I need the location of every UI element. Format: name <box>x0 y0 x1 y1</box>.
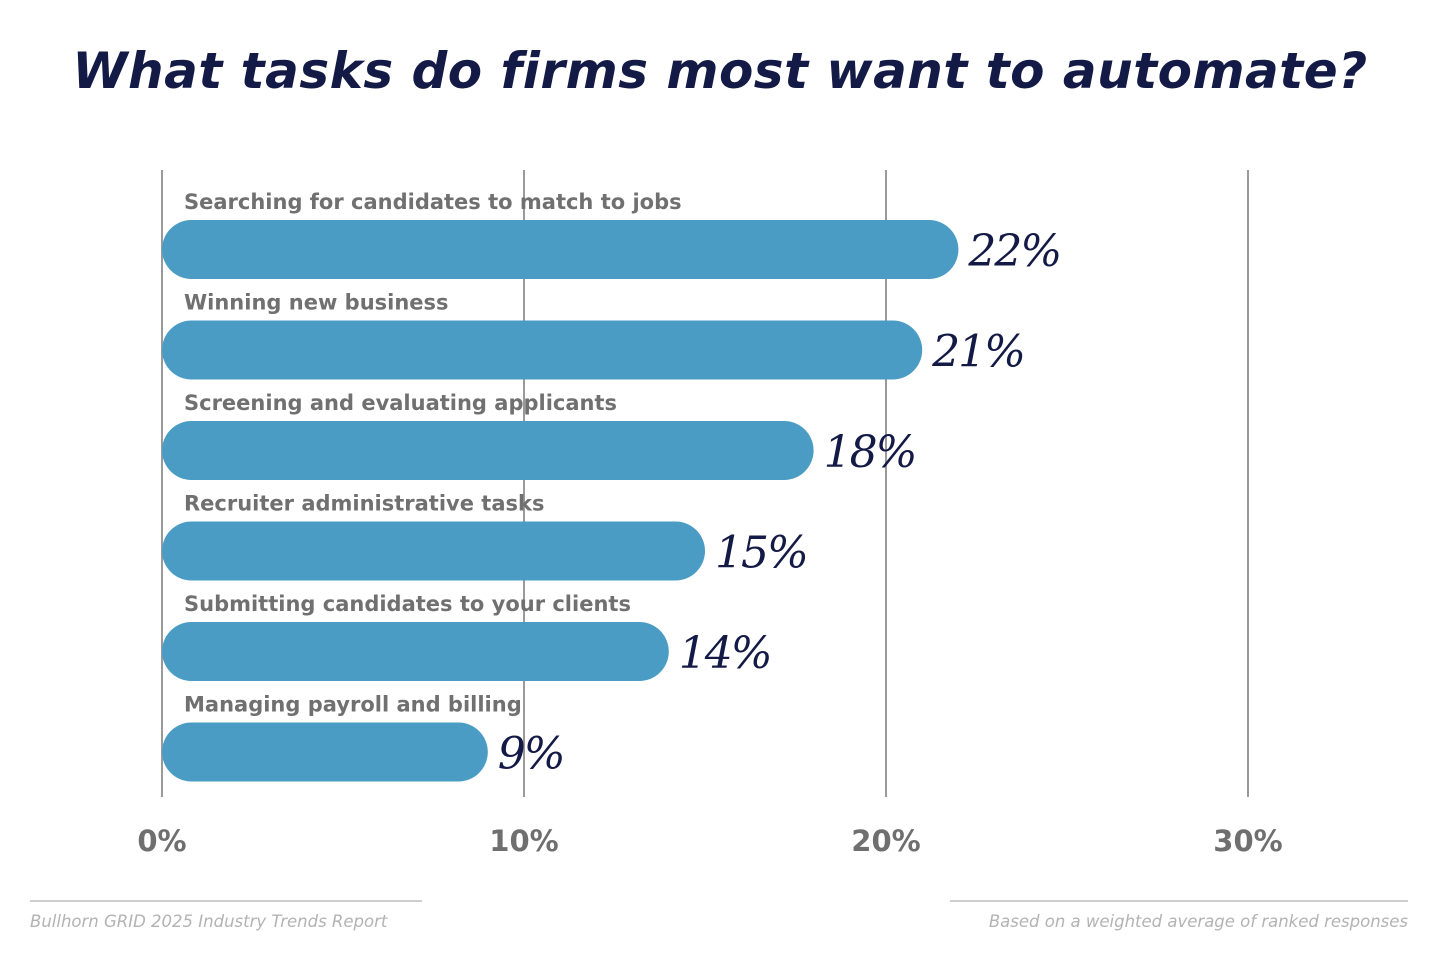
bar <box>162 220 959 279</box>
method-note: Based on a weighted average of ranked re… <box>950 900 1408 931</box>
bar <box>162 722 488 782</box>
category-label: Winning new business <box>184 291 449 315</box>
category-label: Submitting candidates to your clients <box>184 592 631 616</box>
x-tick-label: 20% <box>851 824 920 858</box>
x-tick-label: 30% <box>1213 824 1282 858</box>
bar <box>162 521 705 581</box>
bar <box>162 622 669 681</box>
x-tick-label: 10% <box>489 824 558 858</box>
value-label: 15% <box>715 528 807 579</box>
category-label: Searching for candidates to match to job… <box>184 190 682 214</box>
x-tick-label: 0% <box>137 824 186 858</box>
value-label: 22% <box>967 226 1060 277</box>
bar <box>162 320 923 380</box>
bar-chart: Searching for candidates to match to job… <box>137 170 1283 858</box>
x-axis-ticks: 0% 10% 20% 30% <box>137 824 1282 858</box>
labels: Searching for candidates to match to job… <box>184 190 1062 780</box>
source-note: Bullhorn GRID 2025 Industry Trends Repor… <box>30 900 422 931</box>
value-label: 21% <box>931 327 1024 378</box>
category-label: Managing payroll and billing <box>184 693 522 717</box>
bar <box>162 421 814 480</box>
value-label: 14% <box>679 628 771 679</box>
bars <box>162 220 959 782</box>
category-label: Screening and evaluating applicants <box>184 391 617 415</box>
value-label: 18% <box>824 427 916 478</box>
category-label: Recruiter administrative tasks <box>184 492 544 516</box>
chart-title: What tasks do firms most want to automat… <box>72 42 1368 100</box>
value-label: 9% <box>498 729 564 780</box>
